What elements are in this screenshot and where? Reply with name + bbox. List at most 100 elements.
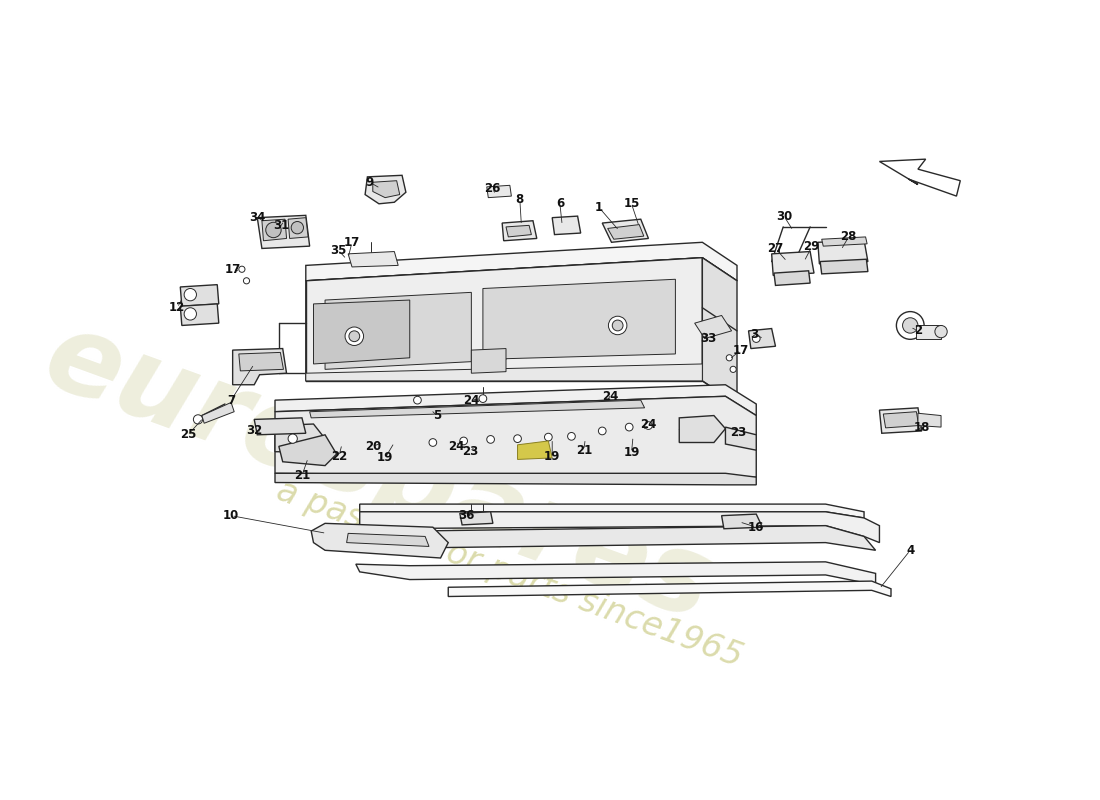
Polygon shape — [356, 562, 876, 585]
Text: a passion for parts since1965: a passion for parts since1965 — [273, 474, 747, 674]
Polygon shape — [288, 218, 308, 238]
Circle shape — [414, 396, 421, 404]
Circle shape — [184, 308, 197, 320]
Text: 30: 30 — [776, 210, 792, 222]
Polygon shape — [483, 279, 675, 359]
Circle shape — [486, 435, 495, 443]
Text: 24: 24 — [463, 394, 480, 406]
Circle shape — [349, 331, 360, 342]
Circle shape — [896, 312, 924, 339]
Polygon shape — [822, 237, 867, 246]
Text: 12: 12 — [169, 302, 185, 314]
Polygon shape — [365, 175, 406, 204]
Text: 21: 21 — [294, 469, 310, 482]
Polygon shape — [517, 441, 552, 459]
Text: 17: 17 — [344, 236, 360, 249]
Circle shape — [288, 434, 297, 443]
Polygon shape — [306, 364, 703, 381]
Circle shape — [730, 366, 736, 373]
Polygon shape — [603, 219, 649, 242]
Text: 24: 24 — [448, 440, 464, 453]
Text: 20: 20 — [365, 440, 381, 453]
Circle shape — [568, 433, 575, 440]
Text: 25: 25 — [179, 428, 196, 442]
Polygon shape — [680, 415, 726, 442]
Polygon shape — [552, 216, 581, 234]
Polygon shape — [180, 285, 219, 306]
Polygon shape — [472, 349, 506, 373]
Polygon shape — [821, 259, 868, 274]
Circle shape — [194, 414, 202, 424]
Circle shape — [608, 316, 627, 334]
Circle shape — [598, 427, 606, 435]
Text: 29: 29 — [803, 241, 820, 254]
Text: 5: 5 — [432, 409, 441, 422]
Polygon shape — [275, 424, 326, 452]
Polygon shape — [917, 414, 942, 427]
Text: 23: 23 — [729, 426, 746, 439]
Polygon shape — [883, 412, 918, 428]
Text: 16: 16 — [748, 521, 764, 534]
Text: 18: 18 — [914, 421, 929, 434]
Polygon shape — [818, 240, 868, 264]
Circle shape — [239, 266, 245, 272]
Text: 34: 34 — [249, 211, 265, 224]
Circle shape — [726, 354, 733, 361]
Polygon shape — [880, 408, 922, 434]
Text: 1: 1 — [595, 201, 603, 214]
Text: 2: 2 — [914, 324, 922, 338]
Circle shape — [613, 320, 623, 331]
Polygon shape — [502, 221, 537, 241]
Circle shape — [266, 222, 282, 238]
Polygon shape — [310, 400, 645, 418]
Polygon shape — [326, 292, 472, 370]
Polygon shape — [726, 427, 757, 450]
Polygon shape — [257, 215, 310, 249]
Text: 23: 23 — [462, 446, 477, 458]
Circle shape — [544, 434, 552, 441]
Circle shape — [429, 438, 437, 446]
Polygon shape — [373, 181, 399, 198]
Circle shape — [292, 222, 304, 234]
Polygon shape — [233, 349, 286, 385]
Polygon shape — [346, 534, 429, 546]
Polygon shape — [311, 523, 449, 558]
Polygon shape — [695, 315, 732, 338]
Circle shape — [460, 437, 467, 445]
Circle shape — [345, 327, 363, 346]
Polygon shape — [275, 396, 757, 477]
Polygon shape — [916, 326, 942, 338]
Circle shape — [752, 334, 760, 342]
Polygon shape — [360, 504, 865, 518]
Text: 19: 19 — [544, 450, 560, 463]
Polygon shape — [772, 251, 814, 275]
Text: 21: 21 — [575, 444, 592, 457]
Polygon shape — [356, 526, 876, 550]
Text: 4: 4 — [906, 544, 914, 557]
Text: 32: 32 — [246, 425, 262, 438]
Polygon shape — [460, 512, 493, 525]
Text: 3: 3 — [750, 328, 759, 341]
Polygon shape — [722, 514, 762, 529]
Circle shape — [902, 318, 917, 333]
Text: 7: 7 — [227, 394, 235, 406]
Text: 24: 24 — [602, 390, 618, 403]
Text: 24: 24 — [640, 418, 657, 431]
Text: 9: 9 — [365, 176, 374, 189]
Text: 22: 22 — [331, 450, 346, 463]
Text: 26: 26 — [484, 182, 500, 195]
Text: 19: 19 — [377, 451, 394, 464]
Polygon shape — [202, 402, 234, 423]
Polygon shape — [239, 353, 284, 371]
Polygon shape — [306, 242, 737, 281]
Text: 19: 19 — [624, 446, 640, 459]
Polygon shape — [262, 219, 286, 241]
Polygon shape — [449, 581, 891, 597]
Polygon shape — [749, 329, 775, 349]
Polygon shape — [774, 270, 810, 286]
Text: 17: 17 — [224, 262, 241, 276]
Circle shape — [480, 394, 487, 402]
Text: 10: 10 — [223, 509, 239, 522]
Text: 28: 28 — [840, 230, 857, 243]
Polygon shape — [275, 385, 757, 415]
